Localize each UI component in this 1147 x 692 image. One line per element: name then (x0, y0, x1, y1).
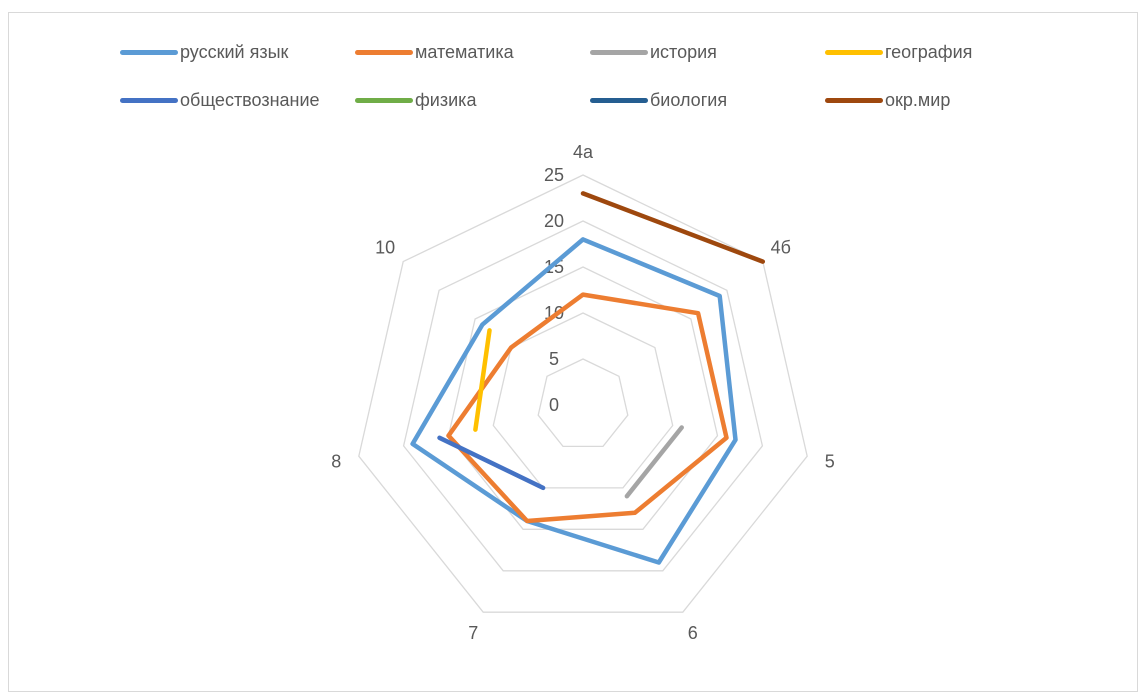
legend-label: окр.мир (885, 89, 951, 110)
legend-label: биология (650, 89, 728, 110)
category-label: 8 (331, 451, 341, 471)
legend-label: физика (415, 89, 477, 110)
legend-item: окр.мир (825, 88, 950, 112)
series-line (580, 191, 766, 264)
category-label: 5 (825, 451, 835, 471)
legend-item: история (590, 40, 717, 64)
legend-item: математика (355, 40, 514, 64)
legend-swatch (120, 49, 178, 55)
chart-area (8, 12, 1138, 692)
series-line (437, 435, 546, 491)
gridline (537, 358, 629, 448)
legend-item: обществознание (120, 88, 320, 112)
legend-swatch (825, 97, 883, 103)
category-label: 4б (771, 237, 791, 257)
gridline (402, 220, 764, 572)
legend: русский язык математика история география об… (0, 0, 1147, 140)
radial-tick-label: 5 (549, 349, 559, 369)
series-line (446, 292, 729, 524)
legend-swatch (590, 49, 648, 55)
series-line (410, 237, 738, 565)
category-label: 6 (688, 623, 698, 643)
legend-item: биология (590, 88, 727, 112)
legend-swatch (825, 49, 883, 55)
series-line (473, 328, 492, 432)
category-label: 10 (375, 237, 395, 257)
category-label: 7 (468, 623, 478, 643)
legend-swatch (355, 49, 413, 55)
legend-swatch (120, 97, 178, 103)
series-line (624, 425, 684, 499)
gridline (492, 312, 674, 489)
legend-label: история (650, 41, 717, 62)
legend-label: математика (415, 41, 514, 62)
gridline (358, 174, 808, 613)
category-label: 4а (573, 142, 594, 162)
legend-item: русский язык (120, 40, 288, 64)
legend-label: география (885, 41, 973, 62)
radial-tick-label: 20 (544, 211, 564, 231)
legend-label: обществознание (180, 89, 320, 110)
legend-swatch (590, 97, 648, 103)
legend-label: русский язык (180, 41, 289, 62)
legend-item: география (825, 40, 972, 64)
radial-tick-label: 0 (549, 395, 559, 415)
legend-item: физика (355, 88, 476, 112)
gridline (447, 266, 719, 530)
legend-swatch (355, 97, 413, 103)
radial-tick-label: 25 (544, 165, 564, 185)
